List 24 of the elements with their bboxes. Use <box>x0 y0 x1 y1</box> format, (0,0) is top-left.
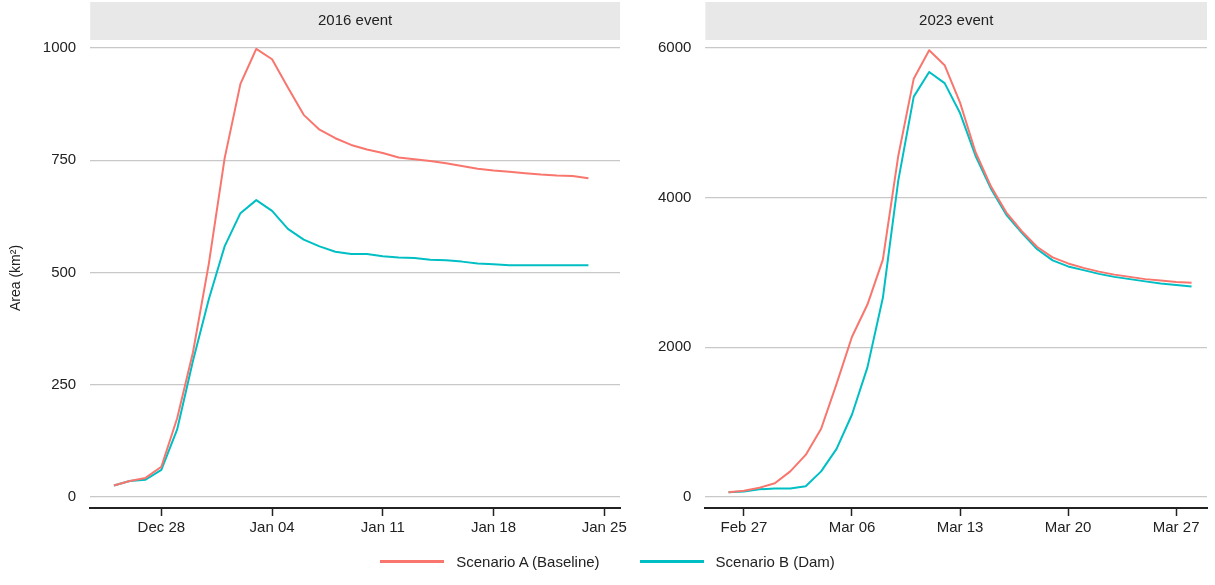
y-tick-label: 0 <box>683 486 692 504</box>
y-tick-label: 500 <box>51 262 77 280</box>
y-tick-label: 1000 <box>42 38 77 56</box>
y-tick-label: 6000 <box>657 38 692 56</box>
x-tick-label: Mar 13 <box>936 518 984 536</box>
legend-label: Scenario B (Dam) <box>715 553 835 570</box>
x-tick-label: Jan 04 <box>249 518 295 536</box>
chart-title: 2023 event <box>919 11 995 29</box>
y-axis-title: Area (km²) <box>7 244 24 312</box>
x-tick-label: Jan 25 <box>581 518 627 536</box>
x-tick-label: Feb 27 <box>720 518 768 536</box>
chart-title: 2016 event <box>318 11 394 29</box>
y-tick-label: 250 <box>51 374 77 392</box>
x-tick-label: Mar 27 <box>1152 518 1200 536</box>
x-tick-label: Mar 20 <box>1044 518 1092 536</box>
y-tick-label: 750 <box>51 150 77 168</box>
y-tick-label: 4000 <box>657 187 692 205</box>
x-tick-label: Mar 06 <box>828 518 876 536</box>
y-tick-label: 0 <box>67 486 77 504</box>
legend-label: Scenario A (Baseline) <box>456 553 600 570</box>
x-tick-label: Dec 28 <box>137 518 186 536</box>
x-tick-label: Jan 18 <box>471 518 517 536</box>
x-tick-label: Jan 11 <box>360 518 405 536</box>
y-tick-label: 2000 <box>657 337 692 355</box>
